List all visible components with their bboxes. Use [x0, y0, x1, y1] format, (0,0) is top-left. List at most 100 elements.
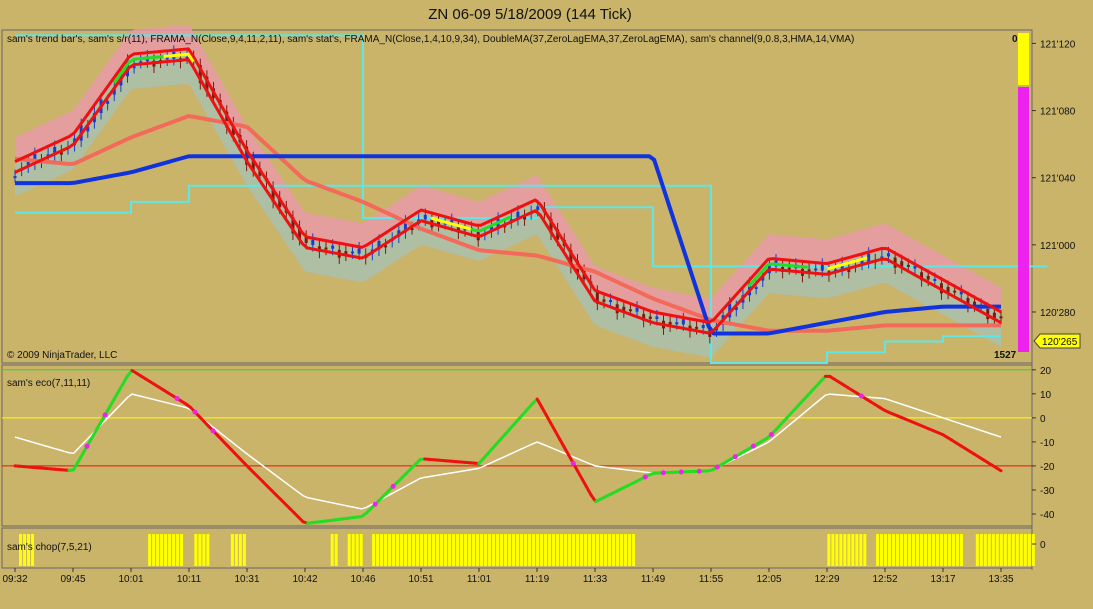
- time-tick-label: 11:01: [467, 574, 492, 585]
- price-bar: [906, 264, 910, 267]
- price-bar: [86, 126, 90, 132]
- chop-bar: [164, 534, 168, 566]
- chop-tick-label: 0: [1040, 540, 1046, 551]
- price-bar: [357, 248, 361, 254]
- chop-bar: [952, 534, 956, 566]
- price-bar: [887, 253, 891, 257]
- price-bar: [377, 240, 381, 250]
- price-bar: [291, 217, 295, 234]
- eco-line-segment: [94, 421, 103, 433]
- trend-highlight: [430, 216, 472, 231]
- time-tick-label: 09:32: [2, 574, 27, 585]
- chop-bar: [508, 534, 512, 566]
- price-bar: [701, 325, 705, 329]
- eco-tick-label: 10: [1040, 390, 1052, 401]
- eco-line-segment: [121, 374, 130, 386]
- chop-bar: [936, 534, 940, 566]
- chop-bar: [396, 534, 400, 566]
- chop-bar: [632, 534, 636, 566]
- price-bar: [973, 301, 977, 306]
- chop-bar: [616, 534, 620, 566]
- chop-bar: [592, 534, 596, 566]
- trend-line-1: [14, 47, 1002, 324]
- chop-bar: [524, 534, 528, 566]
- chop-bar: [940, 534, 944, 566]
- chop-bar: [484, 534, 488, 566]
- chop-bar: [572, 534, 576, 566]
- chop-bar: [448, 534, 452, 566]
- chop-bar: [23, 534, 27, 566]
- chop-bar: [355, 534, 359, 566]
- chop-bar: [432, 534, 436, 566]
- chop-bar: [480, 534, 484, 566]
- eco-tick-label: -30: [1040, 486, 1055, 497]
- chop-bar: [464, 534, 468, 566]
- chop-bar: [176, 534, 180, 566]
- chop-bar: [608, 534, 612, 566]
- time-tick-label: 12:52: [872, 574, 897, 585]
- price-bar: [622, 306, 626, 312]
- eco-line-segment: [994, 466, 1003, 473]
- chop-bar: [835, 534, 839, 566]
- price-bar: [350, 251, 354, 254]
- chart-title: ZN 06-09 5/18/2009 (144 Tick): [428, 6, 631, 23]
- chop-bar: [628, 534, 632, 566]
- price-bar: [324, 247, 328, 250]
- chop-bar: [568, 534, 572, 566]
- chop-bar: [206, 534, 210, 566]
- price-bar: [549, 218, 553, 234]
- price-bar: [536, 206, 540, 210]
- chop-bar: [843, 534, 847, 566]
- chop-bar: [488, 534, 492, 566]
- time-tick-label: 11:19: [525, 574, 550, 585]
- chop-bar: [827, 534, 831, 566]
- chop-bar: [230, 534, 234, 566]
- chop-bar: [892, 534, 896, 566]
- chop-bar: [896, 534, 900, 566]
- price-bar: [59, 151, 63, 155]
- price-bar: [112, 87, 116, 95]
- time-tick-label: 11:33: [583, 574, 608, 585]
- trend-highlight: [827, 256, 868, 271]
- price-bar: [959, 291, 963, 295]
- price-bar: [655, 316, 659, 320]
- time-tick-label: 10:01: [118, 574, 143, 585]
- chop-bar: [456, 534, 460, 566]
- chop-bar: [27, 534, 31, 566]
- chop-bar: [412, 534, 416, 566]
- time-tick-label: 11:55: [699, 574, 724, 585]
- price-tick-label: 121'120: [1040, 39, 1076, 50]
- price-bar: [900, 261, 904, 268]
- chop-bar: [979, 534, 983, 566]
- chop-bar: [920, 534, 924, 566]
- eco-cross-dot: [714, 464, 720, 470]
- price-bar: [860, 259, 864, 264]
- chop-bar: [932, 534, 936, 566]
- chop-bar: [436, 534, 440, 566]
- support-line: [15, 184, 1001, 364]
- chop-bars: [19, 534, 1035, 566]
- moving-average-lines: [14, 47, 1002, 336]
- price-bar: [569, 250, 573, 268]
- chop-bar: [359, 534, 363, 566]
- price-bar: [198, 65, 202, 84]
- price-bar: [595, 291, 599, 304]
- price-bar: [966, 297, 970, 306]
- eco-line-segment: [72, 460, 80, 472]
- chop-bar: [576, 534, 580, 566]
- eco-tick-label: 20: [1040, 366, 1052, 377]
- time-tick-label: 10:42: [292, 574, 317, 585]
- chop-bar: [983, 534, 987, 566]
- chop-bar: [420, 534, 424, 566]
- chop-bar: [916, 534, 920, 566]
- price-bar: [642, 314, 646, 321]
- eco-cross-dot: [192, 409, 198, 415]
- indicators-label: sam's trend bar's, sam's s/r(11), FRAMA_…: [7, 34, 854, 45]
- chop-bar: [242, 534, 246, 566]
- chop-bar: [172, 534, 176, 566]
- chop-bar: [884, 534, 888, 566]
- chop-bar: [880, 534, 884, 566]
- price-bar: [523, 216, 527, 220]
- eco-cross-dot: [768, 432, 774, 438]
- eco-tick-label: -40: [1040, 510, 1055, 521]
